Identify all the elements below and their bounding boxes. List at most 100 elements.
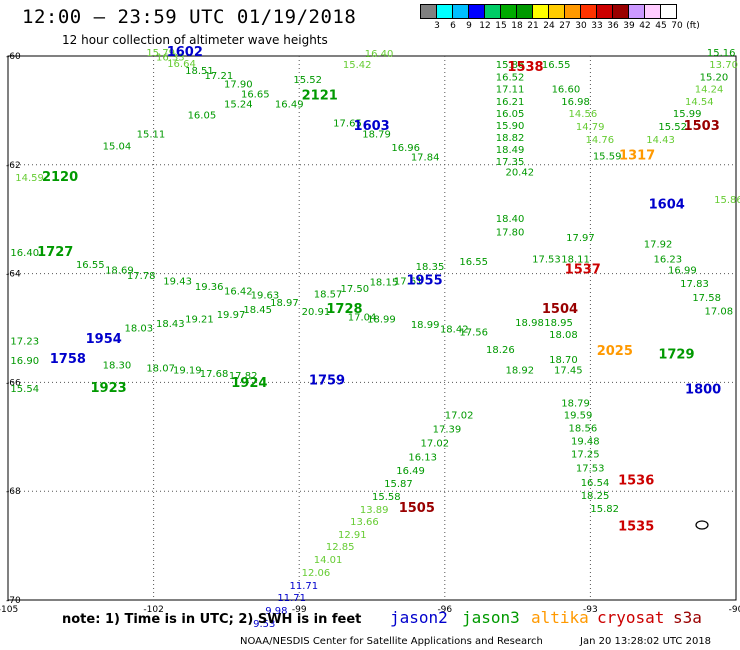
legend-jason2: jason2 [390,608,448,627]
track-time-label: 1923 [91,381,127,396]
wave-height-colorbar [420,4,677,19]
wave-height-value: 15.58 [372,492,401,503]
wave-height-value: 16.90 [10,356,39,367]
wave-height-value: 18.79 [561,398,590,409]
track-time-label: 2025 [597,344,633,359]
wave-height-value: 17.25 [571,449,600,460]
wave-height-value: 14.56 [569,109,598,120]
wave-height-value: 17.23 [10,336,39,347]
track-time-label: 1728 [326,302,362,317]
wave-height-value: 12.85 [326,542,355,553]
wave-height-value: 18.11 [561,255,590,266]
colorbar-label: 36 [607,21,619,31]
wave-height-value: 15.59 [593,151,622,162]
wave-height-value: 16.49 [396,466,425,477]
colorbar-swatch [436,4,453,19]
wave-height-value: 16.13 [408,453,437,464]
lat-tick-label: -60 [6,52,21,62]
colorbar-label: 9 [466,21,472,31]
wave-height-value: 19.19 [173,366,202,377]
lat-tick-label: -62 [6,161,21,171]
wave-height-value: 15.90 [496,121,525,132]
wave-height-value: 20.42 [505,168,534,179]
wave-height-value: 18.95 [544,318,573,329]
island-outline [695,520,709,530]
wave-height-value: 17.61 [394,276,423,287]
wave-height-value: 18.79 [362,130,391,141]
colorbar-swatch [532,4,549,19]
wave-height-value: 17.58 [692,293,721,304]
wave-height-value: 15.24 [224,100,253,111]
track-time-label: 1924 [231,376,267,391]
track-time-label: 1505 [399,501,435,516]
legend-cryosat: cryosat [597,608,665,627]
wave-height-value: 16.33 [156,52,185,63]
wave-height-value: 13.89 [360,505,389,516]
wave-height-value: 15.52 [658,122,687,133]
units-note: note: 1) Time is in UTC; 2) SWH is in fe… [62,612,362,627]
wave-height-value: 17.53 [532,255,561,266]
wave-height-value: 16.98 [561,97,590,108]
wave-height-value: 15.52 [293,75,322,86]
wave-height-value: 17.56 [459,328,488,339]
wave-height-value: 17.97 [566,233,595,244]
wave-height-value: 19.21 [185,315,214,326]
track-time-label: 1537 [565,263,601,278]
legend-jason3: jason3 [462,608,520,627]
wave-height-value: 18.45 [243,305,272,316]
timestamp-text: Jan 20 13:28:02 UTC 2018 [580,636,712,647]
colorbar-swatch [564,4,581,19]
lat-tick-label: -64 [6,270,21,280]
colorbar-swatch [612,4,629,19]
wave-height-value: 18.35 [416,262,445,273]
wave-height-value: 16.55 [459,257,488,268]
wave-height-value: 15.42 [343,60,372,71]
wave-height-value: 18.25 [581,491,610,502]
map-frame [7,55,737,601]
wave-height-value: 18.98 [515,318,544,329]
colorbar-swatch [468,4,485,19]
wave-height-value: 15.79 [146,48,175,59]
wave-height-value: 15.16 [707,48,736,59]
wave-height-value: 15.99 [673,109,702,120]
track-time-label: 1800 [685,382,721,397]
wave-height-value: 18.92 [505,366,534,377]
wave-height-value: 15.54 [10,384,39,395]
wave-height-value: 16.60 [552,84,581,95]
wave-height-value: 18.30 [103,360,132,371]
colorbar-swatch [644,4,661,19]
wave-height-value: 17.90 [224,80,253,91]
colorbar-label: 27 [559,21,571,31]
track-time-label: 1603 [354,119,390,134]
track-time-label: 1954 [86,332,122,347]
page-subtitle: 12 hour collection of altimeter wave hei… [62,33,328,47]
track-time-label: 1317 [619,148,655,163]
wave-height-value: 14.54 [685,97,714,108]
wave-height-value: 14.59 [15,173,44,184]
wave-height-value: 18.70 [549,355,578,366]
wave-height-value: 17.45 [554,366,583,377]
wave-height-value: 19.43 [163,276,192,287]
wave-height-value: 14.01 [314,555,343,566]
track-time-label: 1729 [658,347,694,362]
wave-height-value: 15.04 [103,142,132,153]
wave-height-value: 14.79 [576,122,605,133]
lon-tick-label: -90 [729,605,740,615]
colorbar-swatch [580,4,597,19]
track-time-label: 2120 [42,170,78,185]
lon-tick-label: -102 [143,605,163,615]
wave-height-value: 17.39 [433,424,462,435]
wave-height-value: 17.08 [704,306,733,317]
wave-height-value: 16.42 [224,286,253,297]
track-time-label: 1536 [618,474,654,489]
colorbar-swatch [548,4,565,19]
wave-height-value: 17.50 [340,284,369,295]
wave-height-value: 15.11 [137,130,166,141]
track-time-label: 1955 [406,273,442,288]
wave-height-value: 13.70 [709,60,738,71]
lon-tick-label: -99 [292,605,307,615]
wave-height-value: 16.99 [668,266,697,277]
wave-height-value: 15.82 [590,504,619,515]
track-time-label: 1538 [507,60,543,75]
wave-height-value: 16.05 [188,111,217,122]
